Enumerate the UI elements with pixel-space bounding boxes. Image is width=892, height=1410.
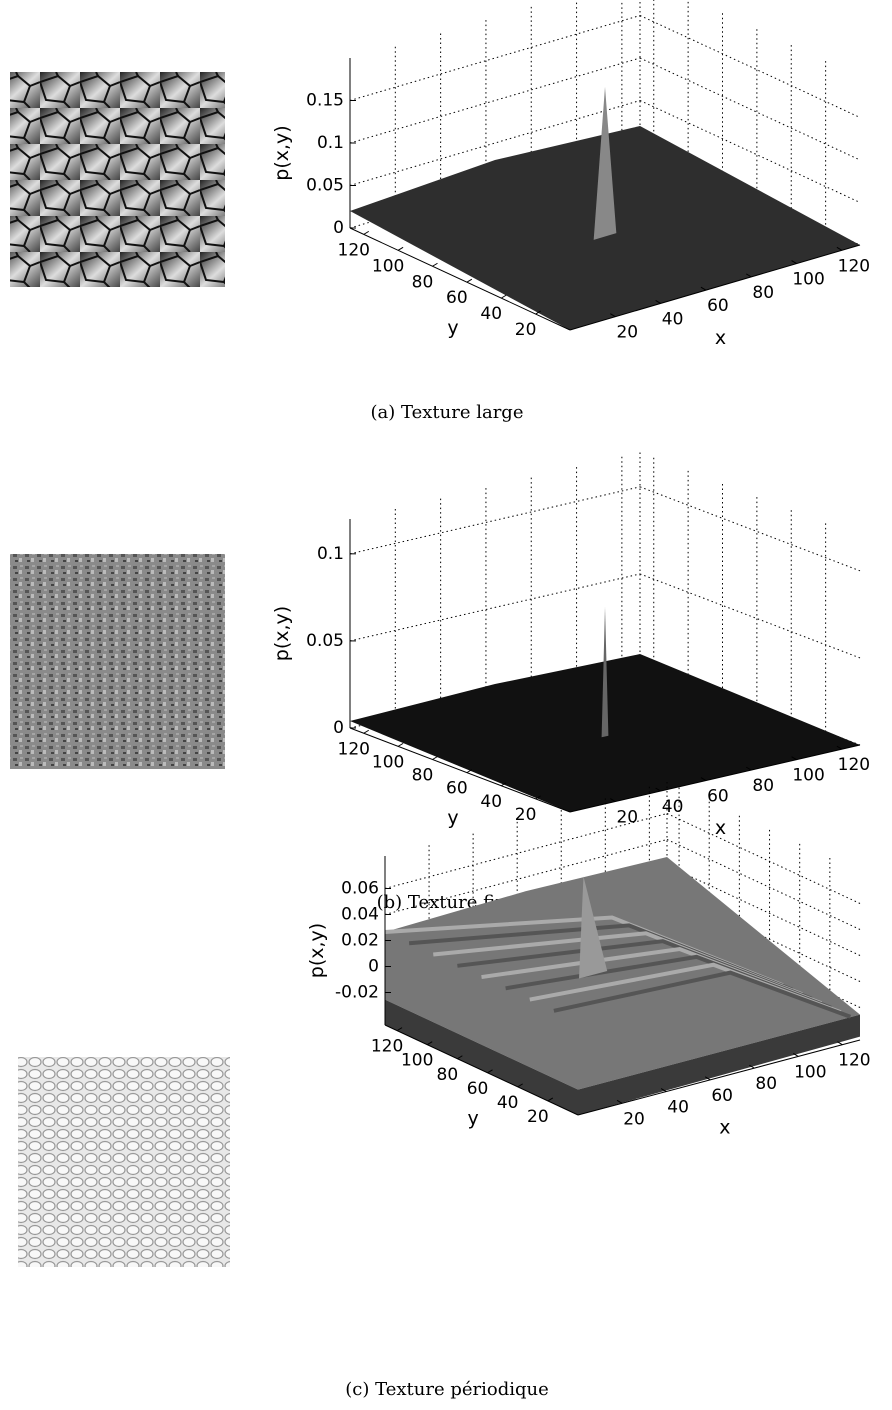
z-tick-label: 0.1 [317, 544, 344, 564]
tick-mark [364, 730, 369, 733]
z-axis-label: p(x,y) [306, 923, 328, 978]
caption: (a) Texture large [371, 402, 524, 423]
x-axis-label: x [715, 817, 726, 839]
x-tick-label: 100 [794, 1062, 826, 1082]
y-axis-label: y [447, 317, 458, 339]
x-tick-label: 60 [711, 1086, 733, 1106]
z-tick-label: 0.06 [341, 879, 379, 899]
grid-line [640, 574, 860, 658]
x-tick-label: 100 [792, 766, 824, 786]
y-tick-label: 40 [480, 792, 502, 812]
z-tick-label: 0 [333, 718, 344, 738]
y-tick-label: 120 [371, 1037, 403, 1057]
z-tick-label: 0.02 [341, 931, 379, 951]
z-tick-label: 0.04 [341, 905, 379, 925]
tick-mark [433, 757, 438, 760]
y-tick-label: 40 [497, 1093, 519, 1113]
x-tick-label: 120 [838, 256, 870, 276]
x-tick-label: 20 [623, 1109, 645, 1129]
x-tick-label: 60 [707, 296, 729, 316]
grid-line [350, 487, 640, 554]
grid-line [640, 16, 860, 118]
y-tick-label: 60 [446, 288, 468, 308]
grid-line [350, 58, 640, 143]
z-tick-label: 0.05 [306, 631, 344, 651]
y-tick-label: 60 [446, 779, 468, 799]
y-tick-label: 100 [401, 1051, 433, 1071]
tick-mark [364, 231, 369, 234]
x-axis-label: x [715, 327, 726, 349]
texture-image [18, 1057, 230, 1267]
plots: 00.050.10.152040608010012020406080100120… [271, 0, 871, 1400]
z-tick-label: 0.05 [306, 176, 344, 196]
y-tick-label: 120 [338, 739, 370, 759]
grid-line [640, 487, 860, 571]
y-tick-label: 120 [338, 240, 370, 260]
z-tick-label: 0.1 [317, 133, 344, 153]
y-tick-label: 100 [372, 752, 404, 772]
z-tick-label: 0 [333, 218, 344, 238]
tick-mark [433, 263, 438, 266]
texture-image [10, 72, 225, 287]
texture-image [10, 554, 225, 769]
y-tick-label: 80 [412, 766, 434, 786]
y-tick-label: 20 [527, 1107, 549, 1127]
z-axis-label: p(x,y) [271, 606, 293, 661]
x-tick-label: 40 [662, 797, 684, 817]
x-tick-label: 20 [616, 323, 638, 343]
caption: (c) Texture périodique [345, 1379, 548, 1400]
x-tick-label: 60 [707, 787, 729, 807]
x-tick-label: 80 [752, 283, 774, 303]
tick-mark [501, 295, 506, 298]
y-tick-label: 40 [480, 304, 502, 324]
grid-line [350, 574, 640, 641]
y-tick-label: 80 [412, 272, 434, 292]
x-tick-label: 120 [838, 1051, 870, 1071]
tick-mark [467, 279, 472, 282]
tick-mark [398, 247, 403, 250]
y-tick-label: 20 [515, 320, 537, 340]
x-tick-label: 40 [667, 1098, 689, 1118]
z-axis-label: p(x,y) [271, 125, 293, 180]
z-tick-label: -0.02 [335, 983, 379, 1003]
y-axis-label: y [468, 1108, 479, 1130]
grid-line [350, 16, 640, 101]
y-tick-label: 60 [467, 1079, 489, 1099]
x-tick-label: 20 [616, 808, 638, 828]
x-tick-label: 100 [792, 270, 824, 290]
figure: 00.050.10.152040608010012020406080100120… [0, 0, 892, 1410]
y-axis-label: y [447, 807, 458, 829]
y-tick-label: 100 [372, 256, 404, 276]
tick-mark [398, 743, 403, 746]
z-tick-label: 0 [368, 957, 379, 977]
x-tick-label: 120 [838, 755, 870, 775]
y-tick-label: 80 [437, 1065, 459, 1085]
y-tick-label: 20 [515, 805, 537, 825]
x-axis-label: x [719, 1116, 730, 1138]
x-tick-label: 40 [662, 309, 684, 329]
x-tick-label: 80 [752, 776, 774, 796]
x-tick-label: 80 [755, 1074, 777, 1094]
z-tick-label: 0.15 [306, 91, 344, 111]
